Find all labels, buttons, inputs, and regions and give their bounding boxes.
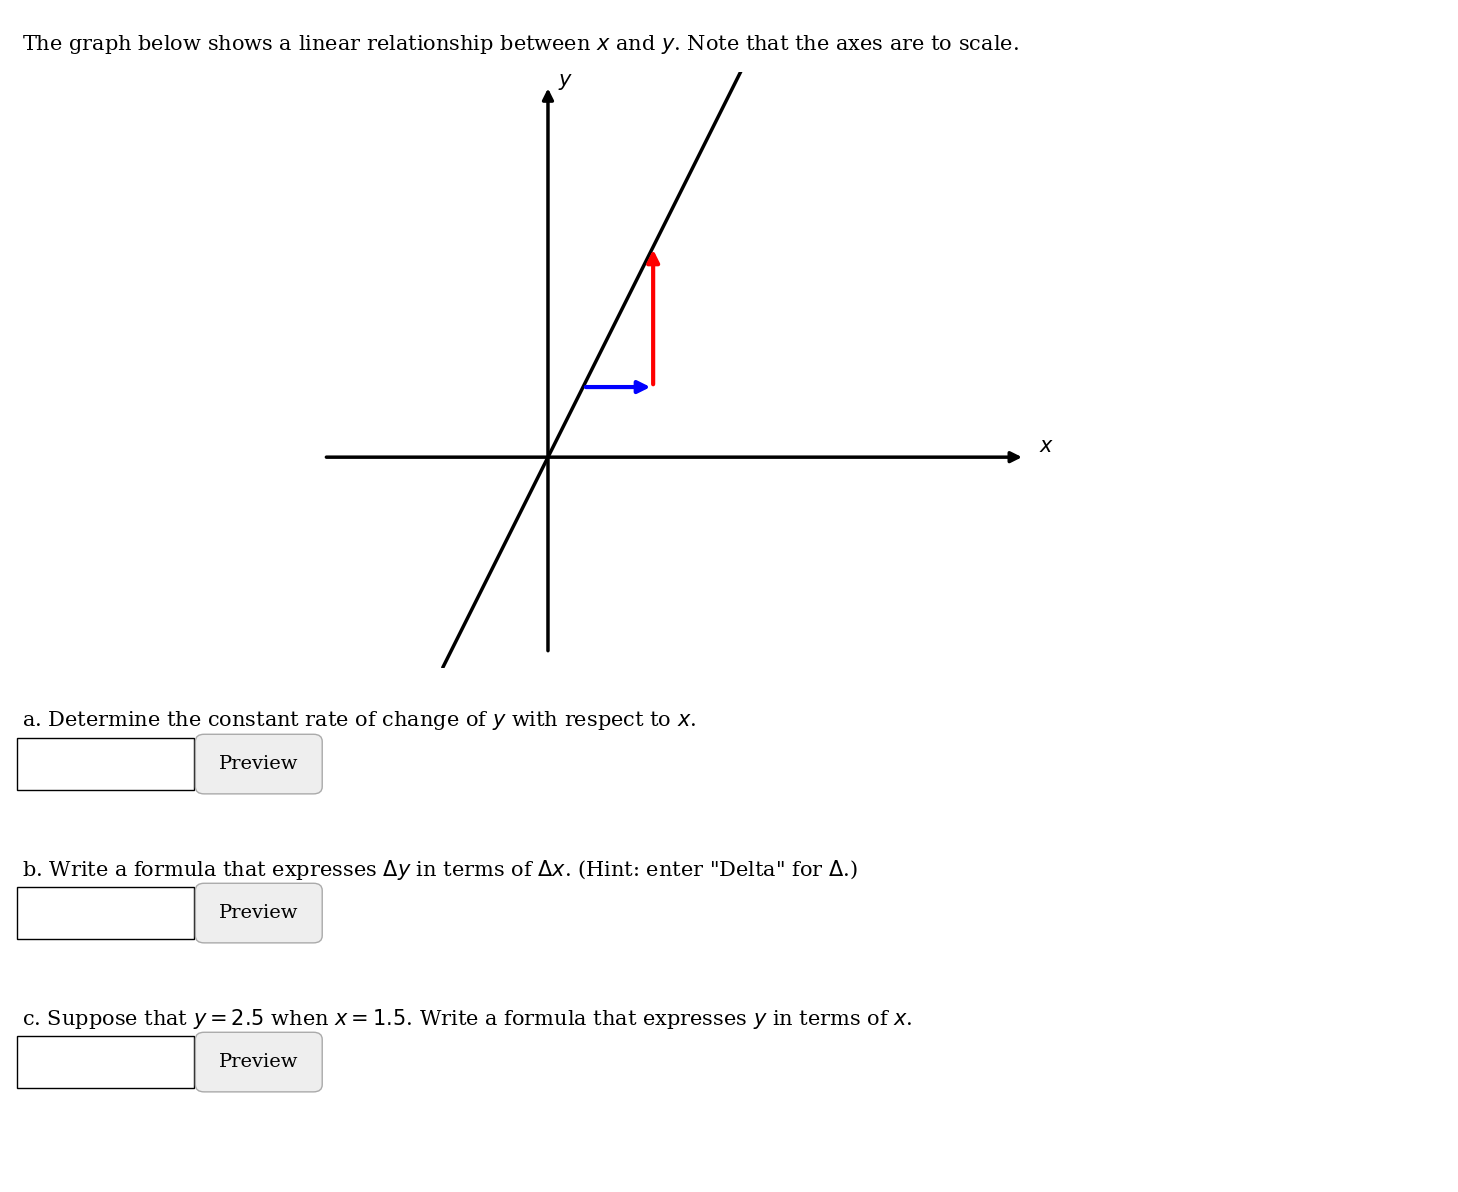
FancyBboxPatch shape: [17, 887, 194, 939]
FancyBboxPatch shape: [195, 883, 322, 943]
FancyBboxPatch shape: [17, 1036, 194, 1088]
Text: Preview: Preview: [219, 904, 299, 923]
Text: Preview: Preview: [219, 1053, 299, 1072]
Text: c. Suppose that $y = 2.5$ when $x = 1.5$. Write a formula that expresses $y$ in : c. Suppose that $y = 2.5$ when $x = 1.5$…: [22, 1007, 913, 1031]
Text: The graph below shows a linear relationship between $x$ and $y$. Note that the a: The graph below shows a linear relations…: [22, 33, 1019, 56]
FancyBboxPatch shape: [17, 738, 194, 790]
Text: Preview: Preview: [219, 755, 299, 774]
Text: $y$: $y$: [558, 72, 573, 92]
Text: $x$: $x$: [1038, 437, 1054, 457]
Text: a. Determine the constant rate of change of $y$ with respect to $x$.: a. Determine the constant rate of change…: [22, 709, 695, 732]
FancyBboxPatch shape: [195, 1032, 322, 1092]
Text: b. Write a formula that expresses $\Delta y$ in terms of $\Delta x$. (Hint: ente: b. Write a formula that expresses $\Delt…: [22, 858, 857, 882]
FancyBboxPatch shape: [195, 734, 322, 794]
